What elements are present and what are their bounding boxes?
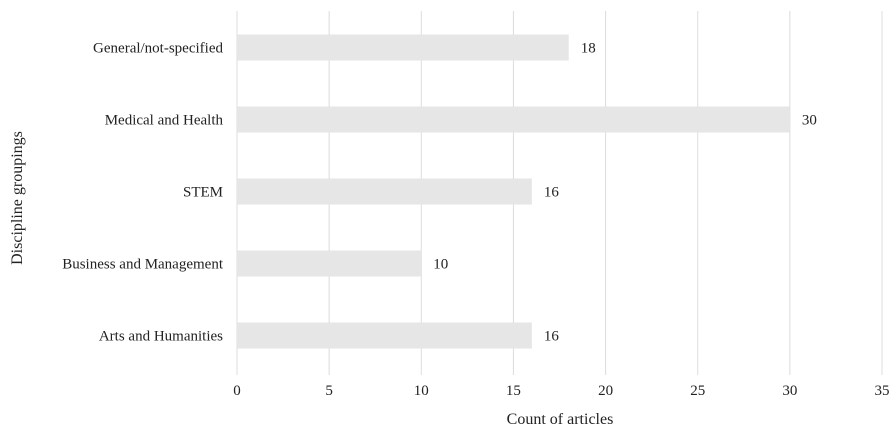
x-tick-label: 0 xyxy=(233,383,241,399)
value-label: 10 xyxy=(433,257,448,273)
x-tick-label: 15 xyxy=(506,383,521,399)
bar xyxy=(237,250,422,277)
y-axis-title: Discipline groupings xyxy=(9,131,26,265)
bar xyxy=(237,106,790,133)
value-label: 18 xyxy=(581,41,596,57)
value-label: 30 xyxy=(802,113,817,129)
bar xyxy=(237,178,532,205)
category-label: STEM xyxy=(183,185,223,201)
x-tick-labels: 0 5 10 15 20 25 30 35 xyxy=(233,383,889,399)
x-axis-title: Count of articles xyxy=(507,411,614,428)
value-labels: 18 30 16 10 16 xyxy=(433,41,817,345)
x-tick-label: 10 xyxy=(414,383,429,399)
category-label: Business and Management xyxy=(62,257,224,273)
category-label: Medical and Health xyxy=(105,113,224,129)
bar xyxy=(237,34,569,61)
category-labels: General/not-specified Medical and Health S… xyxy=(62,41,224,345)
x-tick-label: 5 xyxy=(325,383,333,399)
x-tick-label: 25 xyxy=(690,383,705,399)
value-label: 16 xyxy=(544,329,560,345)
bars xyxy=(237,34,790,349)
category-label: General/not-specified xyxy=(93,41,223,57)
bar xyxy=(237,322,532,349)
value-label: 16 xyxy=(544,185,560,201)
x-tick-label: 20 xyxy=(598,383,613,399)
x-tick-label: 35 xyxy=(875,383,890,399)
category-label: Arts and Humanities xyxy=(99,329,223,345)
x-tick-label: 30 xyxy=(782,383,797,399)
